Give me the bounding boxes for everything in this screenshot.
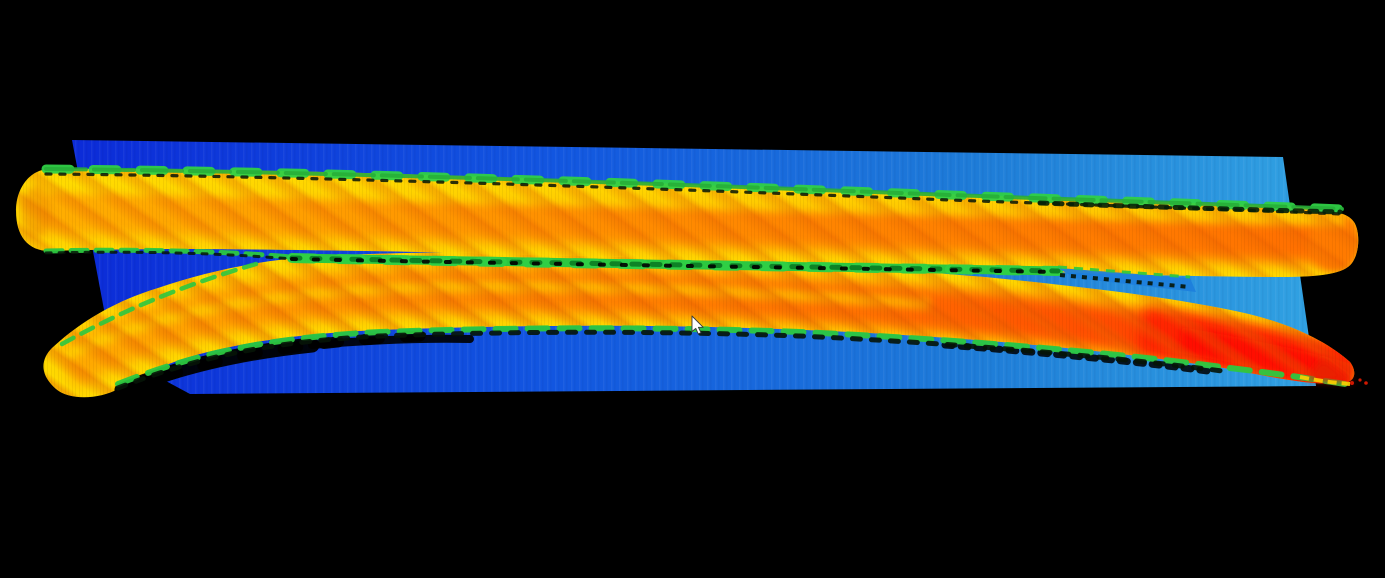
scanned-bar-lower: [43, 252, 1355, 398]
height-fringe-edges: [41, 164, 1348, 391]
mouse-cursor-icon: [691, 315, 704, 335]
scanned-bar-upper: [16, 168, 1359, 277]
bar-gap-sliver: [1057, 265, 1196, 292]
scan-shadow: [114, 330, 1219, 398]
hot-red-tail: [1299, 358, 1368, 386]
